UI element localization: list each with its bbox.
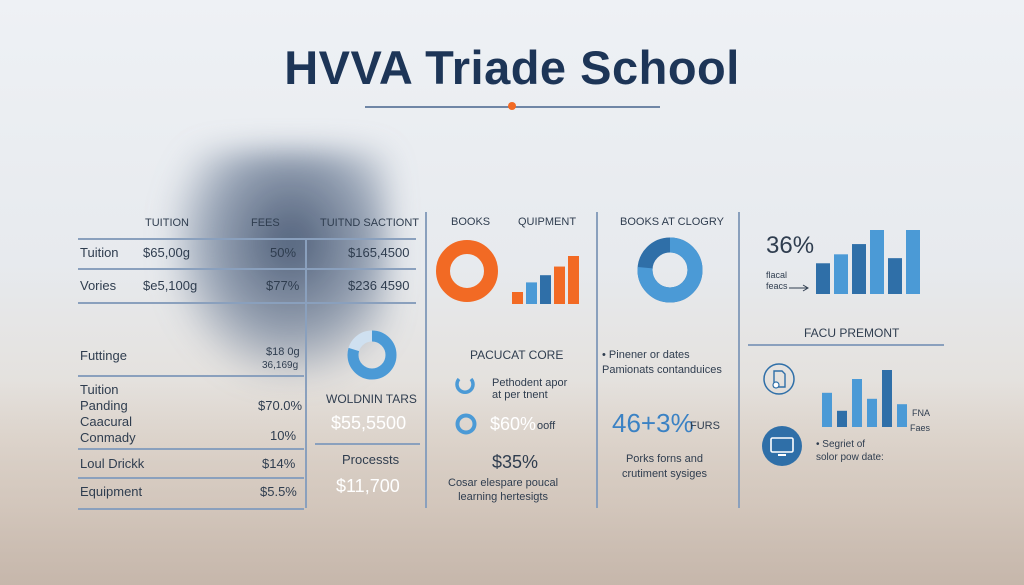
lower-row-value: $14% — [262, 456, 296, 471]
category-title: BOOKS AT CLOGRY — [620, 216, 724, 228]
mid-value-2: $11,700 — [336, 476, 400, 496]
bar — [852, 244, 866, 294]
category-bullet: • Pinener or dates Pamionats contanduice… — [602, 349, 722, 376]
right-legend: flacal feacs — [766, 270, 788, 291]
core-footnote: Cosar elespare poucal learning hertesigt… — [448, 477, 559, 503]
category-bullet-text: Pinener or dates Pamionats contanduices — [602, 349, 722, 376]
table-header-tuition: TUITION — [145, 217, 189, 229]
fees-label: Faes — [910, 423, 931, 433]
bar — [554, 266, 565, 304]
donut-chart-small-icon — [347, 330, 397, 380]
lower-row-label: Equipment — [80, 484, 143, 499]
bar — [852, 379, 862, 427]
document-clock-icon — [763, 363, 795, 395]
lower-row-label: Loul Drickk — [80, 456, 145, 471]
table-cell-amount: $e5,100g — [143, 278, 198, 293]
mid-value-1: $55,5500 — [331, 413, 407, 433]
partial-ring-icon — [455, 377, 475, 395]
lower-row-value: $5.5% — [260, 484, 297, 499]
bar — [888, 258, 902, 294]
bar — [837, 410, 847, 427]
monitor-icon — [762, 426, 802, 466]
bar — [816, 263, 830, 294]
equipment-bar-chart — [512, 256, 579, 304]
table-cell-label: Tuition — [80, 245, 119, 260]
core-label: PACUCAT CORE — [470, 348, 564, 362]
lower-row-sub: 10% — [270, 428, 297, 443]
table-divider — [78, 268, 416, 270]
core-item-2-value: $60% — [490, 414, 537, 434]
table-cell-pct: $77% — [266, 278, 300, 293]
ring-icon — [455, 413, 477, 435]
lower-row-label: Tuition Panding Caacural Conmady — [80, 382, 136, 445]
category-big-value: 46+3% — [612, 408, 694, 438]
table-cell-pct: 50% — [270, 245, 297, 260]
title-accent-dot — [508, 102, 516, 110]
premont-bar-chart — [822, 370, 907, 427]
bar — [540, 275, 551, 304]
core-item-1: Pethodent apor at per tnent — [492, 377, 568, 401]
bar — [822, 392, 832, 427]
table-divider — [78, 302, 416, 304]
table-cell-amount: $65,00g — [143, 245, 190, 260]
bar — [512, 292, 523, 304]
category-donut-chart — [637, 237, 703, 303]
bar — [568, 256, 579, 304]
premont-title: FACU PREMONT — [804, 326, 900, 340]
column-divider — [596, 212, 598, 508]
table-cell-extra: $165,4500 — [348, 245, 410, 260]
table-cell-extra: $236 4590 — [348, 278, 410, 293]
equipment-label: QUIPMENT — [518, 216, 577, 228]
lower-row-value: $18 0g — [266, 346, 300, 358]
column-divider — [425, 212, 427, 508]
right-top-bar-chart — [816, 230, 920, 294]
core-item-2-text: ooff — [537, 420, 556, 432]
right-bullet-text: Segriet of solor pow date: — [816, 439, 884, 463]
books-label: BOOKS — [451, 216, 491, 228]
right-divider — [748, 344, 944, 346]
table-divider — [78, 238, 416, 240]
table-cell-label: Vories — [80, 278, 117, 293]
category-big-suffix: FURS — [690, 420, 720, 432]
column-divider — [738, 212, 740, 508]
bar — [526, 282, 537, 304]
bar — [906, 230, 920, 294]
mid-label-1: WOLDNIN TARS — [326, 392, 417, 406]
lower-row-label: Futtinge — [80, 348, 127, 363]
right-bullet: • Segriet of solor pow date: — [816, 439, 884, 463]
table-header-fees: FEES — [251, 217, 280, 229]
orange-ring-icon — [436, 240, 498, 302]
bar — [897, 404, 907, 427]
fna-label: FNA — [912, 408, 930, 418]
lower-row-value: $70.0% — [258, 398, 303, 413]
page-title: HVVA Triade School — [284, 41, 740, 94]
right-pct: 36% — [766, 232, 815, 259]
table-divider — [78, 448, 304, 450]
table-divider — [78, 375, 304, 377]
arrow-right-icon — [789, 284, 809, 292]
column-divider — [305, 238, 307, 508]
table-header-sactiont: TUITND SACTIONT — [320, 217, 419, 229]
category-text: Porks forns and crutiment sysiges — [622, 453, 707, 480]
mid-divider — [315, 443, 420, 445]
bar — [834, 254, 848, 294]
core-big-value: $35% — [492, 452, 539, 472]
table-divider — [78, 508, 304, 510]
table-divider — [78, 477, 304, 479]
lower-row-sub: 36,169g — [262, 360, 299, 371]
mid-label-2: Processts — [342, 452, 400, 467]
bar — [867, 398, 877, 427]
bar — [882, 370, 892, 427]
bar — [870, 230, 884, 294]
